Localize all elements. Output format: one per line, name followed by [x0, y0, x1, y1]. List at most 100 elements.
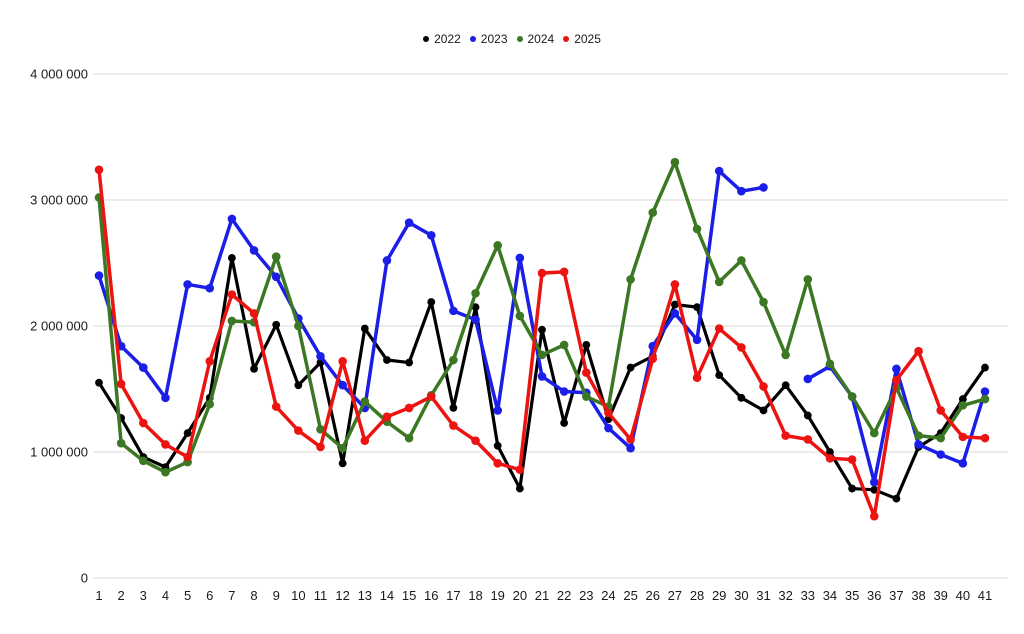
- series-2025-point: [94, 165, 104, 175]
- series-2025-point: [294, 426, 303, 435]
- series-2023-point: [914, 440, 923, 449]
- series-2022-point: [294, 381, 303, 390]
- series-2024-point: [515, 311, 525, 321]
- series-2024-point: [825, 359, 835, 369]
- series-2023-point: [271, 272, 281, 282]
- series-2024-point: [781, 350, 790, 360]
- series-2025-point: [980, 433, 990, 443]
- x-axis-label: 16: [424, 588, 438, 603]
- series-2025-point: [737, 343, 746, 352]
- legend-item-2025[interactable]: 2025: [563, 32, 601, 46]
- x-axis-label: 6: [206, 588, 213, 603]
- series-2023-point: [426, 230, 436, 240]
- series-2025-point: [825, 454, 835, 463]
- series-2022-point: [582, 341, 591, 349]
- x-axis-label: 23: [579, 588, 593, 603]
- series-2023-point: [94, 271, 104, 280]
- x-axis-label: 8: [250, 588, 257, 603]
- series-2025-point: [936, 406, 945, 415]
- series-2024-point: [116, 438, 126, 448]
- series-2024-point: [914, 431, 923, 440]
- series-2022-point: [759, 406, 768, 415]
- series-2023-point: [714, 166, 724, 176]
- x-axis-label: 20: [513, 588, 527, 603]
- series-2025-point: [869, 511, 879, 521]
- series-2023-point: [958, 459, 968, 468]
- x-axis-label: 17: [446, 588, 460, 603]
- series-2024-point: [759, 297, 768, 307]
- series-2025-point: [271, 402, 281, 411]
- x-axis-label: 26: [646, 588, 660, 603]
- series-2025-point: [958, 432, 968, 442]
- legend-dot: [423, 36, 430, 42]
- series-2023-point: [980, 387, 990, 396]
- series-2024-point: [958, 401, 968, 410]
- legend-label: 2024: [527, 32, 555, 46]
- series-2022-point: [383, 356, 391, 364]
- series-2024-point: [803, 275, 813, 284]
- series-2023-point: [892, 364, 901, 374]
- x-axis-label: 29: [712, 588, 726, 603]
- series-2024-point: [692, 224, 702, 234]
- series-2024-point: [847, 392, 857, 401]
- series-2025-point: [803, 435, 813, 444]
- series-2025-point: [183, 452, 192, 462]
- series-2025-point: [360, 436, 370, 445]
- x-axis-label: 34: [823, 588, 837, 603]
- legend-item-2024[interactable]: 2024: [516, 32, 555, 46]
- x-axis-label: 28: [690, 588, 704, 603]
- series-2025-point: [692, 373, 702, 382]
- series-2023-point: [316, 351, 325, 361]
- y-axis-label: 2 000 000: [30, 319, 88, 334]
- series-2022-point: [715, 371, 724, 380]
- series-2025-point: [582, 368, 591, 377]
- series-2023-point: [759, 183, 768, 192]
- series-2024-point: [471, 288, 480, 298]
- series-2024-point: [404, 433, 414, 443]
- y-axis-label: 0: [81, 571, 88, 586]
- series-2024-point: [227, 316, 237, 326]
- x-axis-label: 24: [601, 588, 615, 603]
- x-axis-label: 40: [956, 588, 970, 603]
- series-2025-point: [316, 442, 325, 452]
- series-2023-point: [161, 393, 170, 403]
- series-2022-point: [471, 303, 480, 311]
- x-axis-label: 14: [380, 588, 394, 603]
- series-2025-point: [205, 356, 215, 366]
- series-2022-point: [671, 300, 679, 309]
- series-2023-point: [737, 186, 746, 196]
- series-2022-point: [515, 484, 524, 493]
- legend-item-2022[interactable]: 2022: [423, 32, 461, 46]
- series-2025-point: [847, 455, 857, 464]
- series-2025-point: [714, 324, 724, 333]
- x-axis-label: 35: [845, 588, 859, 603]
- series-2022-point: [360, 324, 369, 333]
- series-2023-point: [227, 214, 237, 224]
- x-axis-label: 31: [756, 588, 770, 603]
- series-2024-point: [582, 392, 591, 401]
- x-axis-label: 37: [889, 588, 903, 603]
- series-2022-point: [981, 363, 989, 372]
- x-axis-label: 4: [162, 588, 169, 603]
- series-2025-point: [382, 412, 392, 422]
- series-2025-point: [139, 418, 148, 428]
- series-2022-point: [560, 419, 569, 427]
- series-2025-point: [227, 290, 237, 299]
- y-axis-label: 4 000 000: [30, 67, 88, 82]
- series-2022-point: [183, 429, 192, 437]
- series-2022-point: [493, 441, 502, 450]
- series-2025-point: [781, 431, 790, 440]
- series-2025-point: [648, 354, 658, 364]
- series-2025-point: [604, 408, 613, 418]
- series-2024-point: [205, 399, 215, 409]
- series-2023-point: [205, 283, 215, 293]
- series-2025-point: [892, 375, 901, 385]
- x-axis-label: 32: [778, 588, 792, 603]
- series-2022-point: [338, 459, 347, 468]
- series-2025-point: [404, 403, 414, 413]
- series-2023-point: [183, 280, 192, 289]
- series-2022-point: [538, 325, 546, 334]
- x-axis-label: 13: [358, 588, 372, 603]
- legend-item-2023[interactable]: 2023: [469, 32, 508, 46]
- series-2023-point: [869, 477, 879, 487]
